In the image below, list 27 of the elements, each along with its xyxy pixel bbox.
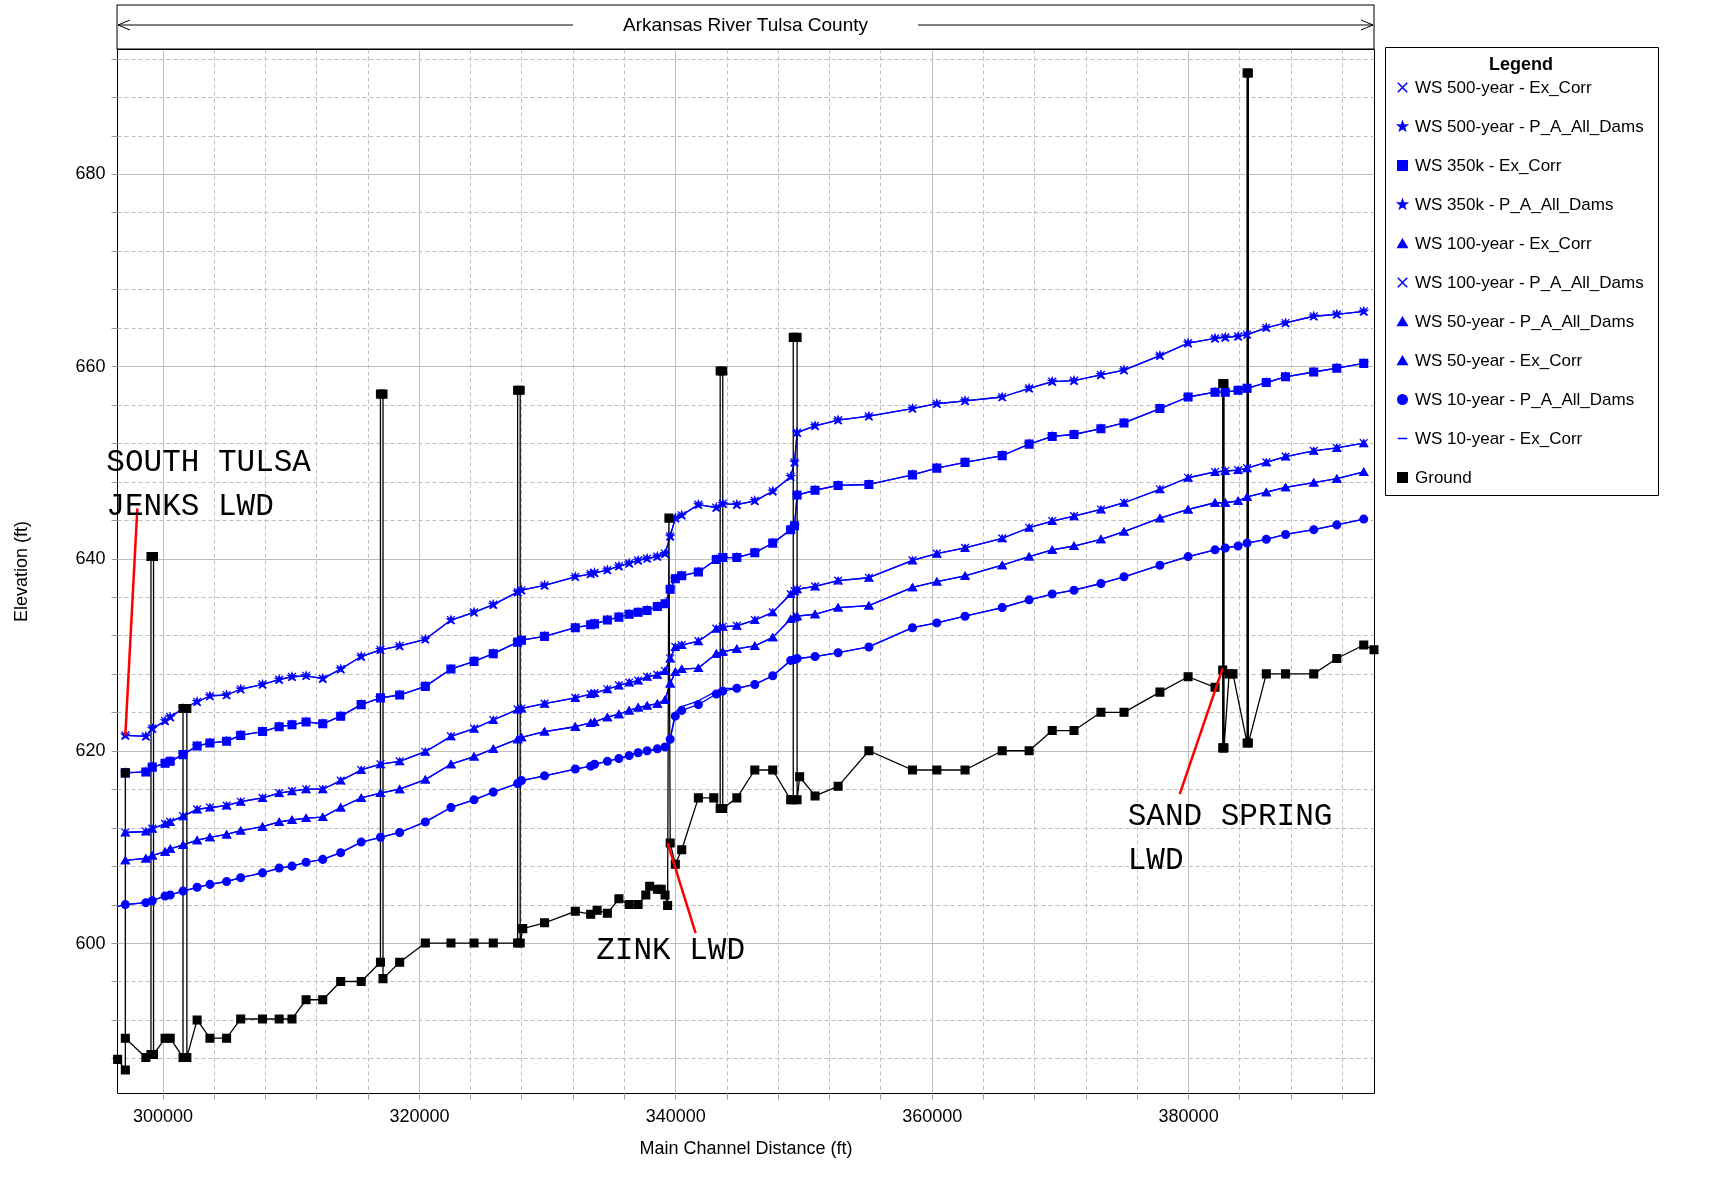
legend-label: WS 500-year - P_A_All_Dams — [1415, 116, 1644, 136]
legend-label: WS 100-year - Ex_Corr — [1415, 233, 1592, 253]
legend-label: WS 50-year - Ex_Corr — [1415, 350, 1583, 370]
y-tick-label: 620 — [75, 740, 106, 761]
y-tick-label: 640 — [75, 548, 106, 568]
legend-label: WS 100-year - P_A_All_Dams — [1415, 272, 1644, 292]
x-tick-label: 320000 — [389, 1105, 450, 1126]
y-tick-label: 600 — [75, 932, 106, 953]
chart-title: Arkansas River Tulsa County — [623, 13, 869, 35]
x-tick-label: 300000 — [132, 1105, 194, 1126]
legend-label: WS 10-year - Ex_Corr — [1415, 428, 1583, 448]
legend-label: WS 500-year - Ex_Corr — [1415, 77, 1592, 97]
y-tick-label: 680 — [75, 163, 106, 184]
annotation: ZINK LWD — [596, 933, 746, 969]
x-axis-title: Main Channel Distance (ft) — [639, 1137, 853, 1158]
legend-label: WS 50-year - P_A_All_Dams — [1415, 311, 1635, 331]
legend-label: WS 10-year - P_A_All_Dams — [1415, 389, 1635, 409]
legend-label: WS 350k - P_A_All_Dams — [1415, 194, 1614, 214]
y-tick-label: 660 — [75, 355, 106, 376]
y-axis-title: Elevation (ft) — [11, 520, 32, 623]
legend-label: WS 350k - Ex_Corr — [1415, 155, 1562, 175]
legend-label: Ground — [1415, 467, 1472, 487]
x-tick-label: 380000 — [1158, 1105, 1219, 1126]
x-tick-label: 340000 — [645, 1105, 706, 1126]
legend-title: Legend — [1488, 54, 1554, 74]
annotation: SAND SPRING LWD — [1127, 799, 1333, 879]
x-tick-label: 360000 — [902, 1105, 963, 1126]
